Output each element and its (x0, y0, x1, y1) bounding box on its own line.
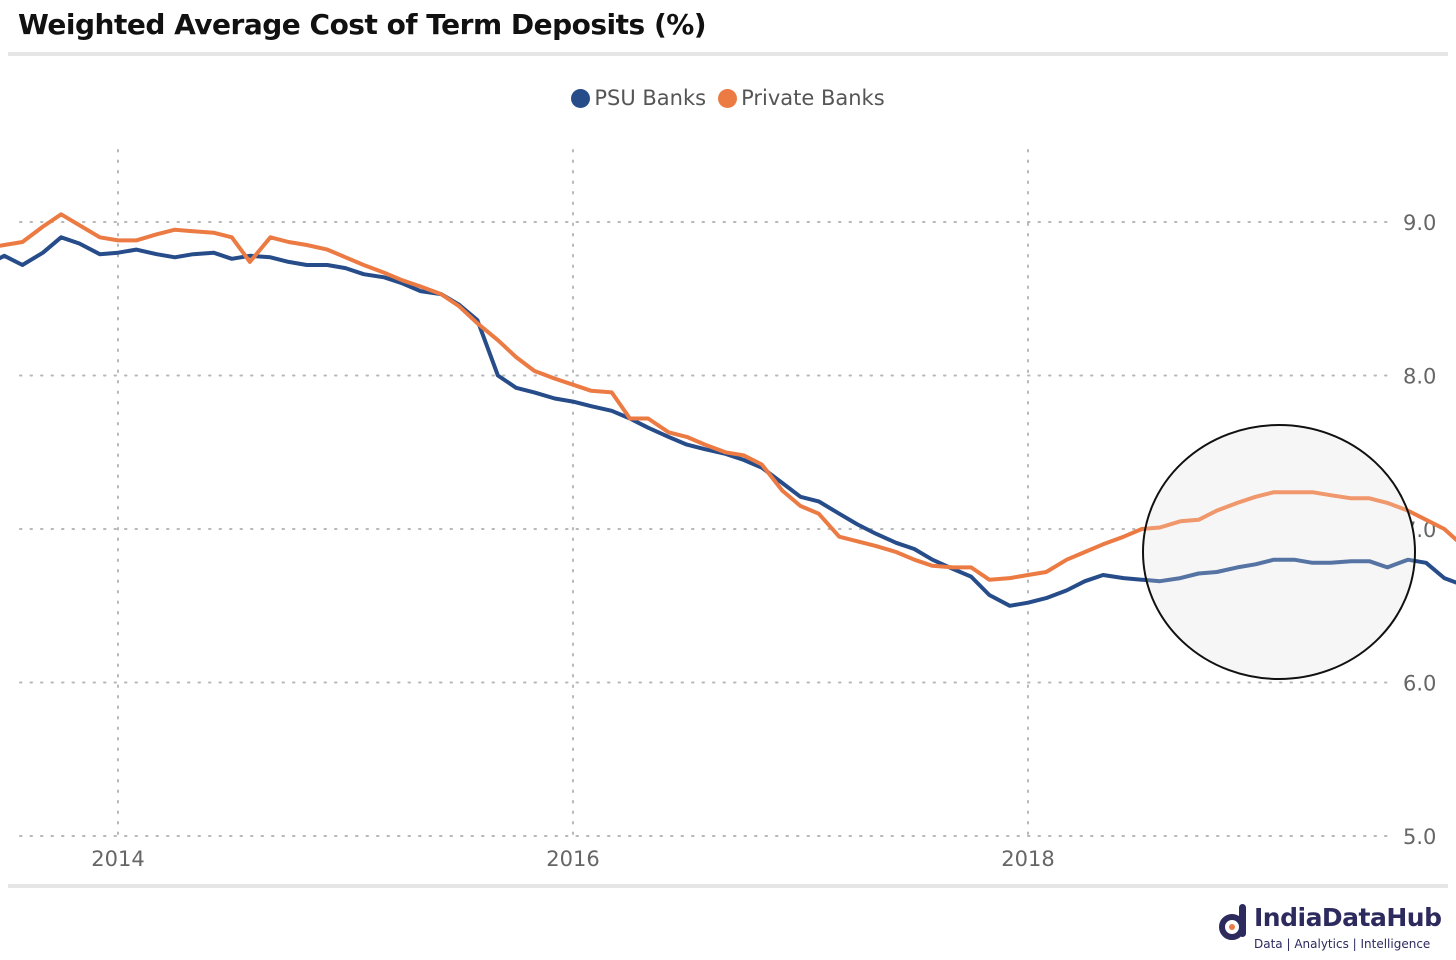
chart-legend: PSU Banks Private Banks (0, 86, 1456, 110)
y-tick-label: 8.0 (1403, 365, 1436, 389)
logo-tagline: Data | Analytics | Intelligence (1254, 937, 1431, 951)
legend-marker-private (718, 88, 738, 108)
y-tick-label: 5.0 (1403, 825, 1436, 849)
footer-divider (8, 884, 1448, 888)
legend-label-psu: PSU Banks (594, 86, 707, 110)
brand-logo: IndiaDataHub Data | Analytics | Intellig… (1218, 903, 1448, 957)
x-tick-label: 2018 (1001, 847, 1054, 871)
highlight-circle (1142, 424, 1416, 680)
x-tick-label: 2016 (546, 847, 599, 871)
series-line-private-banks (0, 212, 1456, 582)
x-tick-label: 2014 (91, 847, 144, 871)
legend-item-private[interactable]: Private Banks (718, 86, 885, 110)
logo-icon (1219, 904, 1246, 940)
y-tick-label: 6.0 (1403, 672, 1436, 696)
chart-title: Weighted Average Cost of Term Deposits (… (18, 8, 707, 41)
y-tick-label: 9.0 (1403, 211, 1436, 235)
title-divider (8, 52, 1448, 56)
legend-item-psu[interactable]: PSU Banks (571, 86, 706, 110)
highlight-circle-fill (1143, 425, 1415, 679)
logo-name: IndiaDataHub (1254, 903, 1442, 932)
series-line-psu-banks (0, 235, 1456, 608)
legend-marker-psu (571, 88, 591, 108)
legend-label-private: Private Banks (741, 86, 885, 110)
